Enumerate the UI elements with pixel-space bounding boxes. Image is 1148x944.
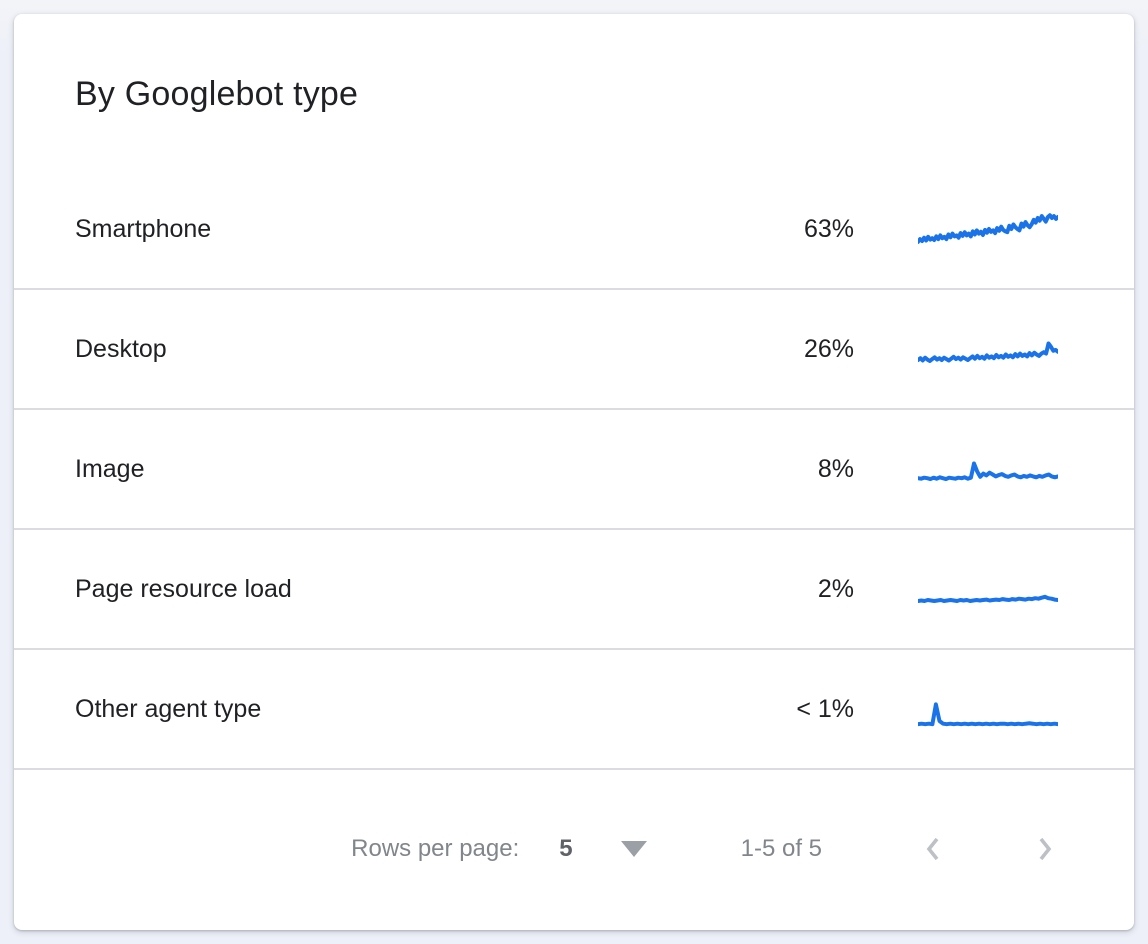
table-row-other-agent-type[interactable]: Other agent type < 1% bbox=[14, 650, 1134, 770]
googlebot-type-card: By Googlebot type Smartphone 63% Desktop… bbox=[14, 14, 1134, 930]
pagination-footer: Rows per page: 5 1-5 of 5 bbox=[14, 770, 1134, 928]
row-label: Page resource load bbox=[75, 574, 292, 603]
row-label: Other agent type bbox=[75, 694, 262, 723]
row-label: Image bbox=[75, 454, 145, 483]
card-title: By Googlebot type bbox=[75, 75, 359, 113]
sparkline-chart bbox=[918, 213, 1058, 244]
row-label: Desktop bbox=[75, 334, 167, 363]
table-row-image[interactable]: Image 8% bbox=[14, 410, 1134, 530]
pagination-range: 1-5 of 5 bbox=[740, 835, 822, 862]
sparkline-chart bbox=[918, 341, 1058, 363]
table-row-smartphone[interactable]: Smartphone 63% bbox=[14, 170, 1134, 290]
table-row-desktop[interactable]: Desktop 26% bbox=[14, 290, 1134, 410]
chevron-right-icon bbox=[1039, 837, 1052, 861]
rows-per-page-value: 5 bbox=[559, 835, 573, 862]
row-label: Smartphone bbox=[75, 214, 212, 243]
previous-page-button[interactable] bbox=[922, 832, 944, 866]
next-page-button[interactable] bbox=[1034, 832, 1056, 866]
row-percent-value: 2% bbox=[817, 574, 854, 603]
sparkline-chart bbox=[918, 594, 1058, 603]
sparkline-chart bbox=[918, 461, 1058, 482]
chevron-left-icon bbox=[926, 837, 939, 861]
dropdown-arrow-icon bbox=[620, 841, 647, 857]
row-percent-value: 63% bbox=[803, 214, 854, 243]
card-header: By Googlebot type bbox=[14, 14, 1134, 170]
sparkline-chart bbox=[918, 702, 1058, 727]
rows-per-page-select[interactable]: 5 bbox=[559, 835, 647, 863]
row-percent-value: < 1% bbox=[796, 694, 854, 723]
row-percent-value: 26% bbox=[803, 334, 854, 363]
table-row-page-resource-load[interactable]: Page resource load 2% bbox=[14, 530, 1134, 650]
row-percent-value: 8% bbox=[817, 454, 854, 483]
rows-per-page-label: Rows per page: bbox=[351, 835, 520, 862]
